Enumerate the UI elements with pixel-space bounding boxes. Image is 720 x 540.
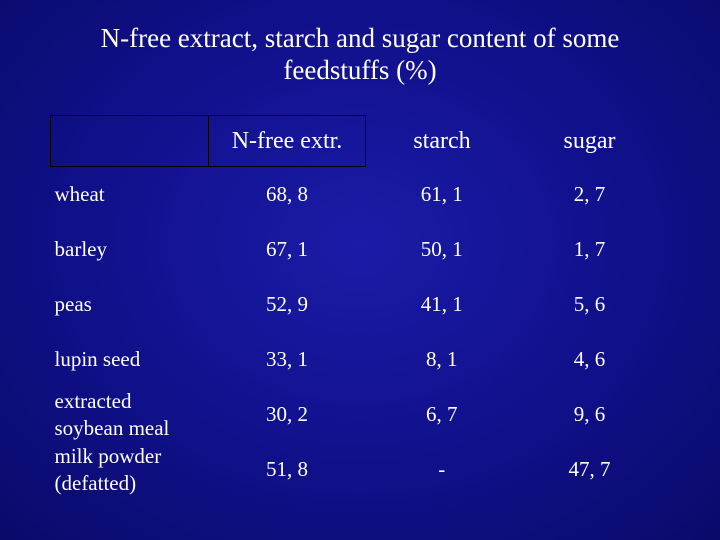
cell-sugar: 1, 7 <box>573 237 606 261</box>
row-name-barley: barley <box>54 237 107 261</box>
row-name-line: soybean meal <box>54 415 170 440</box>
table-row: lupin seed 33, 1 8, 1 4, 6 <box>51 332 662 387</box>
row-name-line: milk powder <box>54 443 162 468</box>
title-line-1: N-free extract, starch and sugar content… <box>100 23 620 53</box>
cell-n-free-extr: 33, 1 <box>266 347 308 371</box>
cell-n-free-extr: 68, 8 <box>266 182 308 206</box>
row-name-line: extracted <box>54 388 132 413</box>
header-starch: starch <box>413 127 471 154</box>
table-row: extracted soybean meal 30, 2 6, 7 9, 6 <box>51 387 662 442</box>
cell-starch: 6, 7 <box>426 402 458 426</box>
cell-sugar: 47, 7 <box>568 457 611 481</box>
cell-starch: 41, 1 <box>420 292 463 316</box>
header-blank-cell <box>50 115 209 167</box>
header-n-free-extr: N-free extr. <box>208 115 366 167</box>
table-row: peas 52, 9 41, 1 5, 6 <box>51 277 662 332</box>
cell-n-free-extr: 51, 8 <box>266 457 308 481</box>
table-row: wheat 68, 8 61, 1 2, 7 <box>51 167 662 223</box>
cell-starch: - <box>438 457 446 481</box>
title-line-2: feedstuffs (%) <box>283 55 437 85</box>
header-sugar: sugar <box>563 127 616 154</box>
slide-title: N-free extract, starch and sugar content… <box>0 22 720 86</box>
row-name-line: (defatted) <box>54 470 137 495</box>
cell-n-free-extr: 52, 9 <box>266 292 308 316</box>
cell-sugar: 5, 6 <box>573 292 606 316</box>
row-name-lupin-seed: lupin seed <box>54 347 141 371</box>
table-row: milk powder (defatted) 51, 8 - 47, 7 <box>51 442 662 497</box>
row-name-peas: peas <box>54 292 92 316</box>
row-name-wheat: wheat <box>54 182 105 206</box>
cell-starch: 8, 1 <box>426 347 458 371</box>
cell-starch: 61, 1 <box>420 181 463 206</box>
table-header-row: N-free extr. starch sugar <box>50 115 662 167</box>
row-name-milk-powder: milk powder (defatted) <box>51 442 209 497</box>
cell-starch: 50, 1 <box>420 237 463 261</box>
row-name-extracted-soybean-meal: extracted soybean meal <box>51 387 209 442</box>
cell-sugar: 2, 7 <box>573 181 606 206</box>
cell-sugar: 9, 6 <box>573 402 606 426</box>
table-row: barley 67, 1 50, 1 1, 7 <box>51 222 662 277</box>
feedstuff-table: N-free extr. starch sugar wheat 68, 8 61… <box>50 115 661 497</box>
cell-sugar: 4, 6 <box>573 347 606 371</box>
cell-n-free-extr: 30, 2 <box>266 402 308 426</box>
cell-n-free-extr: 67, 1 <box>266 237 308 261</box>
